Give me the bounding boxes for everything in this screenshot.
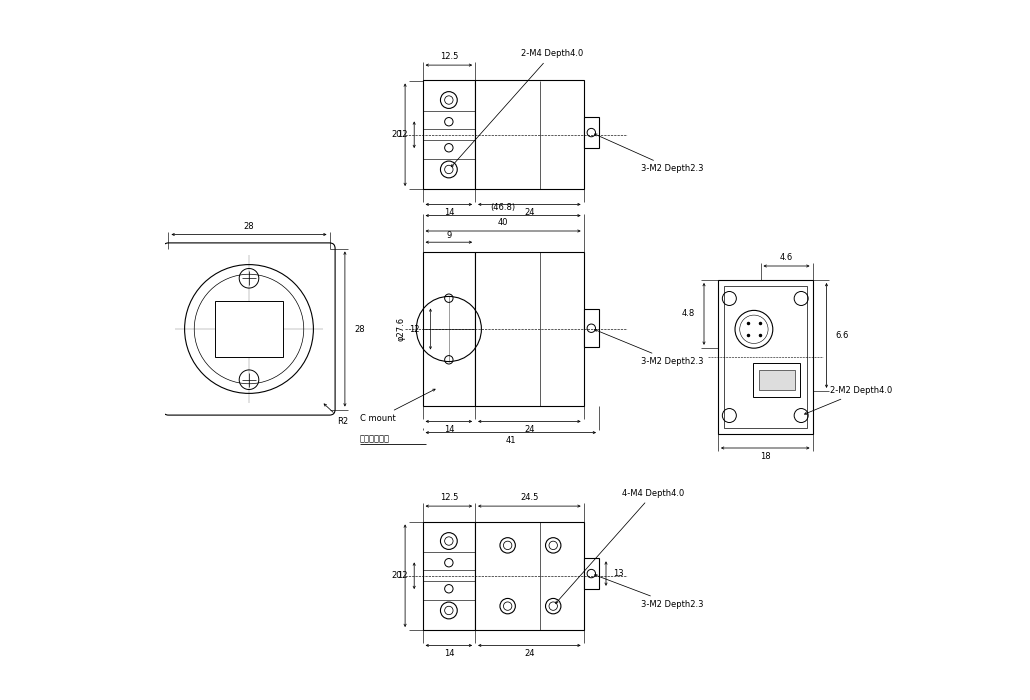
Text: 14: 14 [444,649,454,657]
Text: 41: 41 [506,436,516,445]
Bar [584,118,599,148]
Text: R2: R2 [324,404,349,426]
Text: 20: 20 [391,130,402,139]
Text: 24: 24 [524,425,535,433]
Text: 40: 40 [497,218,509,227]
Text: 12: 12 [397,571,407,580]
Text: 18: 18 [760,452,770,461]
Bar [422,80,475,189]
Text: 24.5: 24.5 [520,494,539,502]
Text: 9: 9 [446,231,451,239]
Bar [718,280,813,434]
Text: 2-M2 Depth4.0: 2-M2 Depth4.0 [804,386,892,414]
Text: 3-M2 Depth2.3: 3-M2 Depth2.3 [594,134,703,174]
Text: C mount: C mount [359,389,435,423]
Text: 24: 24 [524,649,535,657]
Text: 20: 20 [391,571,402,580]
Text: 24: 24 [524,208,535,216]
Bar [584,309,599,347]
Text: 12.5: 12.5 [440,494,458,502]
Text: 4-M4 Depth4.0: 4-M4 Depth4.0 [555,489,684,603]
Text: 28: 28 [244,222,254,230]
Text: 28: 28 [354,325,365,333]
Text: φ27.6: φ27.6 [397,317,405,341]
Text: 14: 14 [444,425,454,433]
Text: 12: 12 [397,130,407,139]
Bar [759,370,794,391]
Bar [215,301,283,357]
Bar [475,80,584,189]
Text: 3-M2 Depth2.3: 3-M2 Depth2.3 [594,575,703,609]
FancyBboxPatch shape [163,243,335,415]
Text: 4.8: 4.8 [682,309,695,318]
Bar [753,363,800,397]
Text: 4.6: 4.6 [780,253,793,262]
Bar [475,252,584,406]
Text: 12.5: 12.5 [440,52,458,61]
Bar [475,522,584,630]
Text: 2-M4 Depth4.0: 2-M4 Depth4.0 [451,50,583,167]
Text: (46.8): (46.8) [490,203,516,211]
Text: 3-M2 Depth2.3: 3-M2 Depth2.3 [594,330,703,366]
Bar [422,522,475,630]
Text: 12: 12 [410,325,420,333]
Text: 14: 14 [444,208,454,216]
Bar [584,559,599,589]
Text: 対面同一形状: 対面同一形状 [359,434,389,443]
Bar [724,286,806,428]
Bar [422,252,475,406]
Text: 6.6: 6.6 [835,331,849,340]
Text: 13: 13 [613,569,623,578]
